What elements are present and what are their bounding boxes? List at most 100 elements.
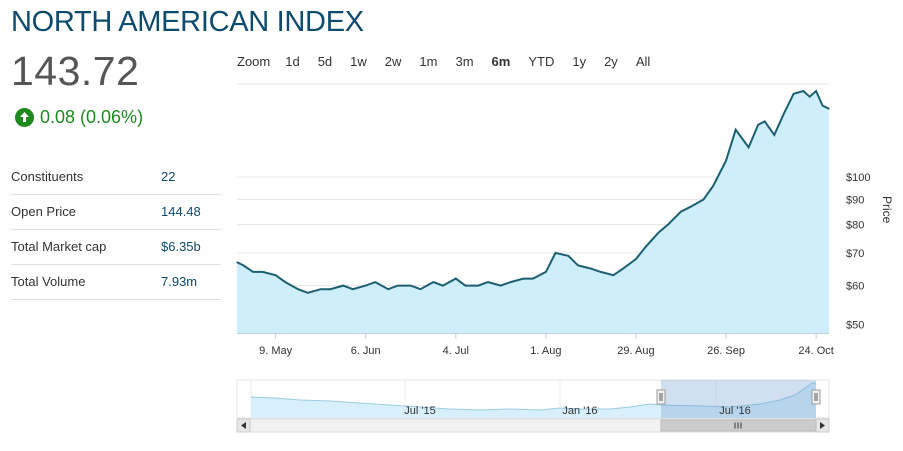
data-point	[545, 271, 547, 273]
data-point	[242, 264, 244, 266]
stat-label: Constituents	[11, 169, 84, 184]
stat-value: 22	[161, 169, 176, 184]
data-point	[532, 278, 534, 280]
data-point	[397, 285, 399, 287]
stat-value: $6.35b	[161, 239, 201, 254]
stat-row: Total Volume 7.93m	[11, 265, 221, 300]
zoom-button-1w[interactable]: 1w	[350, 53, 367, 69]
data-point	[590, 268, 592, 270]
zoom-button-2w[interactable]: 2w	[384, 53, 402, 69]
y-tick-label: $70	[846, 248, 864, 260]
data-point	[365, 285, 367, 287]
zoom-button-5d[interactable]: 5d	[317, 53, 333, 69]
data-point	[802, 90, 804, 92]
zoom-label: Zoom	[237, 53, 271, 69]
zoom-button-all[interactable]: All	[635, 53, 651, 69]
zoom-button-1y[interactable]: 1y	[572, 53, 587, 69]
navigator-handle[interactable]	[811, 389, 821, 405]
data-point	[764, 120, 766, 122]
data-point	[657, 232, 660, 234]
data-point	[329, 288, 331, 290]
arrow-up-circle-icon	[15, 107, 34, 127]
data-point	[757, 124, 759, 126]
data-point	[464, 285, 466, 287]
data-point	[509, 281, 512, 283]
data-point	[387, 288, 389, 290]
last-price: 143.72	[11, 48, 140, 94]
data-point	[702, 198, 705, 201]
x-tick-label: 26. Sep	[707, 345, 745, 357]
navigator[interactable]: Jul '15 Jan '16 Jul '16	[236, 379, 830, 419]
x-tick-label: 1. Aug	[530, 345, 561, 357]
zoom-button-1m[interactable]: 1m	[419, 53, 438, 69]
x-tick-label: 24. Oct	[798, 345, 833, 357]
zoom-button-1d[interactable]: 1d	[285, 53, 300, 69]
data-point	[680, 211, 682, 213]
zoom-bar: Zoom 1d 5d 1w 2w 1m 3m 6m YTD 1y 2y All	[237, 52, 668, 70]
stat-value: 144.48	[161, 204, 201, 219]
navigator-handle[interactable]	[656, 389, 666, 405]
data-point	[793, 93, 795, 95]
stats-table: Constituents 22 Open Price 144.48 Total Mark…	[11, 160, 221, 300]
zoom-button-6m[interactable]: 6m	[491, 53, 511, 69]
data-point	[262, 271, 264, 273]
data-point	[622, 268, 624, 270]
y-tick-label: $50	[846, 319, 864, 331]
data-point	[297, 288, 299, 290]
zoom-button-2y[interactable]: 2y	[604, 53, 618, 69]
data-point	[828, 108, 830, 110]
data-point	[477, 285, 479, 287]
stat-row: Open Price 144.48	[11, 195, 221, 230]
data-point	[735, 129, 737, 131]
data-point	[522, 278, 524, 280]
data-point	[236, 261, 238, 263]
data-points	[236, 90, 830, 294]
stat-row: Total Market cap $6.35b	[11, 230, 221, 265]
data-point	[690, 206, 692, 208]
data-point	[773, 134, 775, 136]
data-point	[442, 285, 444, 287]
data-point	[645, 246, 647, 248]
data-point	[809, 96, 811, 98]
price-change-value: 0.08 (0.06%)	[40, 106, 144, 127]
price-change: 0.08 (0.06%)	[15, 106, 143, 128]
y-tick-label: $90	[846, 194, 864, 206]
data-point	[567, 255, 570, 257]
navigator-area	[251, 383, 816, 418]
data-point	[822, 105, 824, 107]
data-point	[577, 264, 579, 266]
y-tick-label: $100	[846, 172, 870, 184]
navigator-label: Jul '16	[719, 405, 750, 417]
x-tick-label: 9. May	[259, 345, 293, 357]
price-area	[237, 91, 829, 333]
data-point	[455, 278, 457, 280]
y-axis-ticks: $50 $60 $70 $80 $90 $100	[846, 172, 870, 331]
data-point	[600, 271, 602, 273]
arrow-right-icon	[820, 422, 825, 429]
stat-row: Constituents 22	[11, 160, 221, 195]
data-point	[252, 271, 254, 273]
data-point	[374, 281, 376, 283]
data-point	[635, 258, 637, 260]
navigator-label: Jul '15	[404, 405, 435, 417]
zoom-button-ytd[interactable]: YTD	[528, 53, 555, 69]
data-point	[554, 252, 557, 254]
navigator-selection[interactable]	[661, 380, 816, 418]
data-point	[612, 274, 615, 276]
data-point	[500, 285, 502, 287]
data-point	[783, 112, 785, 114]
stat-label: Total Volume	[11, 274, 86, 289]
data-point	[419, 288, 421, 290]
zoom-button-3m[interactable]: 3m	[455, 53, 474, 69]
data-point	[712, 185, 714, 187]
data-point	[748, 146, 750, 148]
data-point	[284, 281, 286, 283]
data-point	[320, 288, 322, 290]
data-point	[342, 285, 344, 287]
arrow-left-icon	[241, 422, 246, 429]
x-tick-label: 4. Jul	[443, 345, 469, 357]
data-point	[725, 160, 727, 162]
navigator-line	[250, 382, 816, 411]
scrollbar[interactable]	[236, 418, 830, 433]
